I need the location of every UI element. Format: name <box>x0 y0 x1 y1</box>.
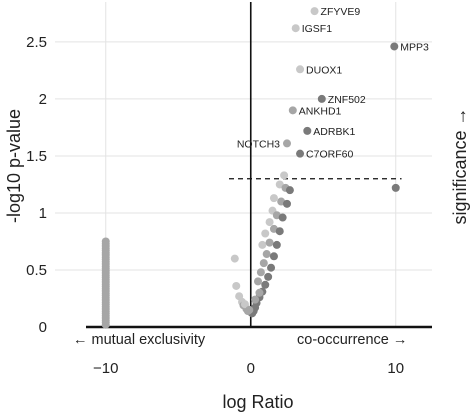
x-tick-label: 10 <box>387 360 404 377</box>
labeled-data-point <box>296 149 305 158</box>
data-point <box>280 171 289 180</box>
gene-label: NOTCH3 <box>237 138 280 150</box>
gene-label: ZNF502 <box>328 94 366 106</box>
data-point <box>262 250 271 259</box>
data-point <box>258 240 267 249</box>
data-point <box>283 199 291 208</box>
data-point <box>272 240 281 249</box>
data-point <box>391 183 400 192</box>
x-tick-label: −10 <box>93 360 118 377</box>
data-point <box>275 180 284 189</box>
labeled-data-point <box>288 106 297 115</box>
y-axis-title: -log10 p-value <box>4 109 24 223</box>
y-tick-label: 0.5 <box>26 262 47 279</box>
labeled-data-point <box>390 42 399 51</box>
co-occurrence-annotation: co-occurrence → <box>297 332 407 348</box>
labeled-data-point <box>317 94 326 103</box>
y-tick-label: 1.5 <box>26 148 47 165</box>
data-point <box>269 252 278 261</box>
significance-label: significance → <box>450 107 470 224</box>
axes <box>86 2 432 329</box>
gene-label: ADRBK1 <box>313 126 355 138</box>
data-point <box>285 186 294 195</box>
x-tick-label: 0 <box>247 360 255 377</box>
mutual-exclusivity-annotation: ← mutual exclusivity <box>73 332 206 348</box>
grid-lines <box>55 2 432 327</box>
data-point <box>245 305 254 314</box>
labeled-data-point <box>291 24 300 33</box>
gene-label: ANKHD1 <box>299 105 342 117</box>
data-point <box>265 238 274 247</box>
data-point <box>256 268 265 277</box>
labeled-data-point <box>283 139 291 148</box>
data-point <box>269 194 278 203</box>
data-point <box>275 227 284 236</box>
data-point <box>255 288 264 297</box>
labeled-data-point <box>303 126 312 135</box>
data-point <box>230 254 239 263</box>
data-point <box>278 213 287 222</box>
labeled-data-point <box>310 7 319 16</box>
data-point <box>254 277 262 286</box>
y-tick-label: 2 <box>39 91 47 108</box>
data-points <box>101 7 400 329</box>
data-point <box>265 218 274 227</box>
data-point <box>267 263 276 272</box>
data-point <box>261 280 270 289</box>
gene-label: IGSF1 <box>302 23 333 35</box>
gene-label: C7ORF60 <box>306 149 353 161</box>
data-point <box>251 295 260 304</box>
y-tick-label: 0 <box>39 319 47 336</box>
data-point <box>264 272 273 281</box>
data-point <box>240 300 249 309</box>
data-point <box>259 259 268 268</box>
labeled-data-point <box>296 65 305 74</box>
gene-label: DUOX1 <box>306 64 342 76</box>
tick-labels: 0 0.5 1 1.5 2 2.5 −10 0 10 <box>26 34 404 377</box>
y-tick-label: 1 <box>39 205 47 222</box>
gene-label: MPP3 <box>400 41 429 53</box>
data-point <box>261 229 270 238</box>
gene-label: ZFYVE9 <box>321 6 361 18</box>
data-point <box>232 281 241 290</box>
data-point <box>101 237 110 246</box>
x-axis-title: log Ratio <box>222 392 293 412</box>
y-tick-label: 2.5 <box>26 34 47 51</box>
